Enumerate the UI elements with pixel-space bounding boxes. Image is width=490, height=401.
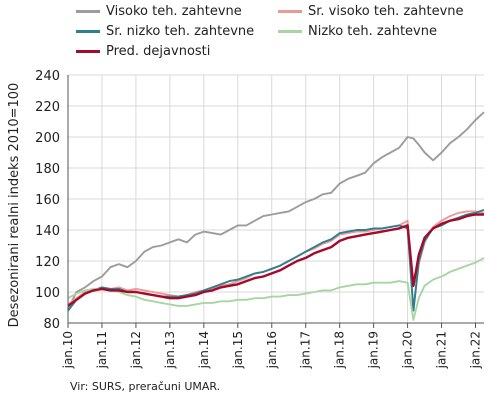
axes: 80 100 120 140 160 180 200 220 240 jan.10 jan.11 ja… bbox=[35, 69, 484, 369]
x-tick-label: jan.17 bbox=[299, 331, 313, 369]
legend-item-nizko: Nizko teh. zahtevne bbox=[278, 24, 437, 39]
x-tick-label: jan.14 bbox=[197, 331, 211, 369]
legend-swatch bbox=[278, 10, 302, 13]
x-tick-label: jan.22 bbox=[469, 331, 483, 369]
y-tick-label: 140 bbox=[35, 224, 60, 239]
legend-swatch bbox=[278, 30, 302, 33]
x-tick-label: jan.21 bbox=[435, 331, 449, 369]
x-tick-label: jan.15 bbox=[231, 331, 245, 369]
legend-swatch bbox=[76, 30, 100, 33]
series-layer bbox=[67, 111, 485, 321]
x-tick-label: jan.11 bbox=[95, 331, 109, 369]
series-line-0 bbox=[67, 111, 485, 310]
y-tick-label: 240 bbox=[35, 69, 60, 84]
legend-label: Nizko teh. zahtevne bbox=[308, 24, 437, 39]
legend-label: Sr. nizko teh. zahtevne bbox=[106, 24, 255, 39]
legend: Visoko teh. zahtevne Sr. visoko teh. zah… bbox=[76, 4, 486, 64]
y-tick-label: 80 bbox=[43, 317, 60, 332]
x-tick-label: jan.13 bbox=[163, 331, 177, 369]
legend-label: Sr. visoko teh. zahtevne bbox=[308, 4, 464, 19]
x-tick-label: jan.10 bbox=[61, 331, 75, 369]
legend-label: Visoko teh. zahtevne bbox=[106, 4, 242, 19]
y-axis-label: Desezonirani realni indeks 2010=100 bbox=[7, 83, 22, 328]
y-tick-label: 220 bbox=[35, 100, 60, 115]
x-tick-label: jan.20 bbox=[401, 331, 415, 369]
y-tick-label: 120 bbox=[35, 255, 60, 270]
x-tick-label: jan.19 bbox=[367, 331, 381, 369]
grid bbox=[67, 74, 484, 324]
legend-item-sr-nizko: Sr. nizko teh. zahtevne bbox=[76, 24, 254, 39]
legend-label: Pred. dejavnosti bbox=[106, 44, 211, 59]
y-tick-label: 180 bbox=[35, 162, 60, 177]
y-tick-label: 160 bbox=[35, 193, 60, 208]
y-tick-label: 100 bbox=[35, 286, 60, 301]
x-tick-label: jan.16 bbox=[265, 331, 279, 369]
legend-swatch bbox=[76, 50, 100, 53]
y-tick-label: 200 bbox=[35, 131, 60, 146]
x-tick-label: jan.12 bbox=[129, 331, 143, 369]
legend-item-sr-visoko: Sr. visoko teh. zahtevne bbox=[278, 4, 464, 19]
series-line-4 bbox=[67, 213, 484, 307]
x-tick-label: jan.18 bbox=[333, 331, 347, 369]
legend-item-pred: Pred. dejavnosti bbox=[76, 44, 210, 59]
series-line-3 bbox=[67, 257, 485, 321]
legend-swatch bbox=[76, 10, 100, 13]
source-note: Vir: SURS, preračuni UMAR. bbox=[70, 380, 221, 393]
legend-item-visoko: Visoko teh. zahtevne bbox=[76, 4, 242, 19]
